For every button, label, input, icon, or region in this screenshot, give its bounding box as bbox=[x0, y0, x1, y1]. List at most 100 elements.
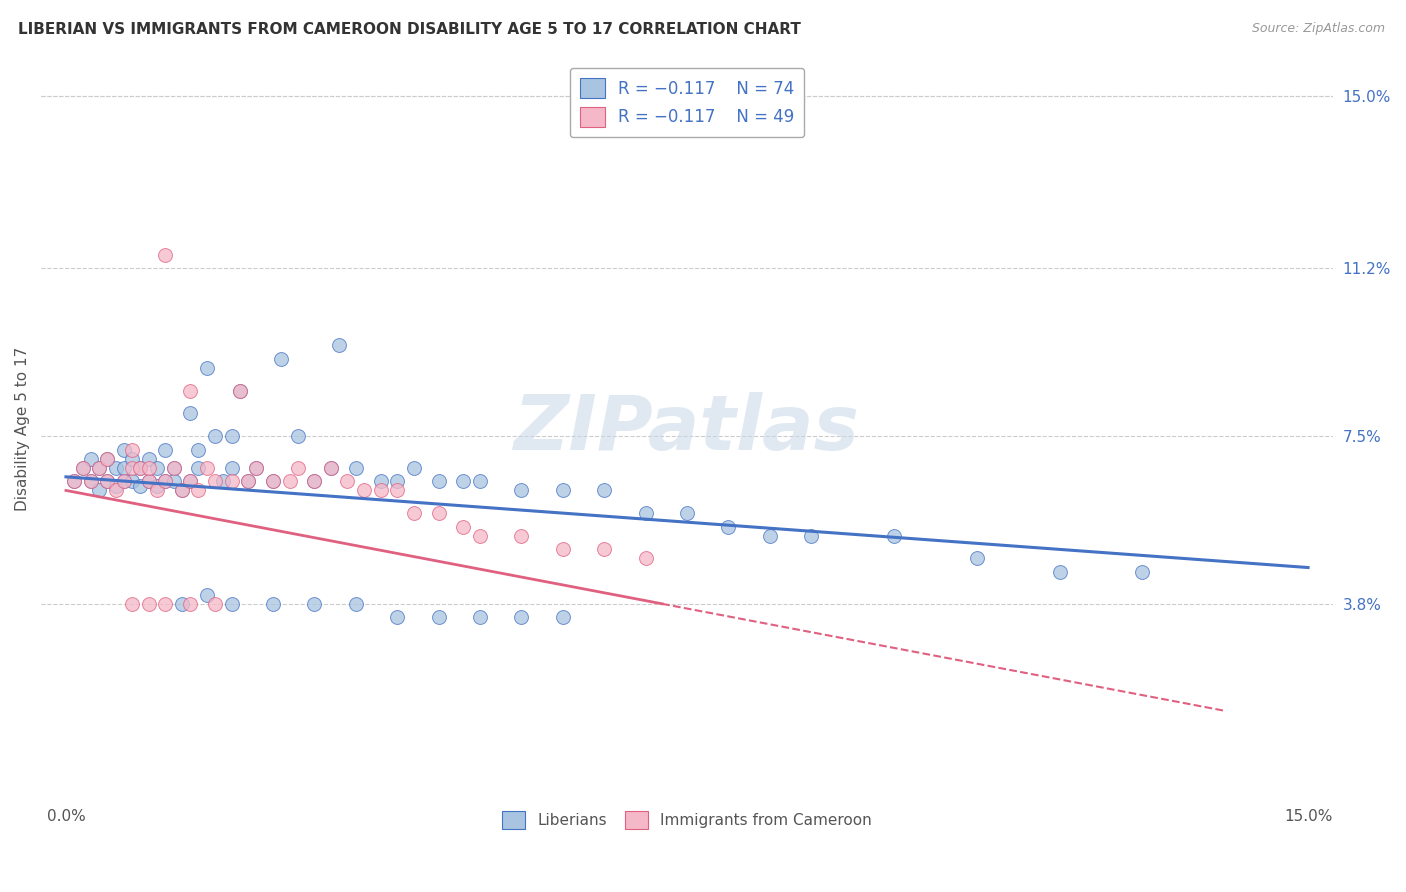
Point bbox=[353, 483, 375, 498]
Point bbox=[195, 460, 218, 475]
Point bbox=[104, 479, 127, 493]
Point bbox=[370, 475, 392, 489]
Point bbox=[453, 475, 475, 489]
Point bbox=[593, 542, 616, 557]
Point bbox=[304, 597, 326, 611]
Point bbox=[129, 460, 152, 475]
Point bbox=[112, 475, 135, 489]
Point bbox=[221, 429, 243, 443]
Point bbox=[236, 475, 259, 489]
Point bbox=[245, 460, 267, 475]
Point bbox=[162, 460, 184, 475]
Point bbox=[104, 460, 127, 475]
Point bbox=[510, 529, 533, 543]
Point bbox=[187, 442, 209, 457]
Point bbox=[146, 483, 169, 498]
Point bbox=[72, 460, 94, 475]
Point bbox=[427, 506, 450, 520]
Point bbox=[262, 475, 284, 489]
Point bbox=[204, 429, 226, 443]
Point bbox=[676, 506, 699, 520]
Point bbox=[96, 475, 118, 489]
Point bbox=[146, 479, 169, 493]
Point bbox=[287, 460, 309, 475]
Point bbox=[104, 483, 127, 498]
Point bbox=[468, 529, 491, 543]
Text: ZIPatlas: ZIPatlas bbox=[515, 392, 860, 467]
Point bbox=[112, 460, 135, 475]
Text: Source: ZipAtlas.com: Source: ZipAtlas.com bbox=[1251, 22, 1385, 36]
Point bbox=[717, 519, 740, 533]
Point bbox=[195, 588, 218, 602]
Point bbox=[385, 610, 408, 624]
Point bbox=[112, 442, 135, 457]
Point bbox=[510, 483, 533, 498]
Point bbox=[319, 460, 342, 475]
Point bbox=[155, 442, 177, 457]
Point bbox=[344, 597, 367, 611]
Point bbox=[966, 551, 988, 566]
Point bbox=[138, 460, 160, 475]
Point bbox=[593, 483, 616, 498]
Point bbox=[187, 460, 209, 475]
Point bbox=[121, 451, 143, 466]
Point bbox=[170, 597, 193, 611]
Point bbox=[336, 475, 359, 489]
Point bbox=[204, 475, 226, 489]
Point bbox=[270, 351, 292, 366]
Point bbox=[319, 460, 342, 475]
Point bbox=[427, 610, 450, 624]
Point bbox=[245, 460, 267, 475]
Point bbox=[170, 483, 193, 498]
Point bbox=[63, 475, 86, 489]
Point bbox=[402, 506, 425, 520]
Point bbox=[187, 483, 209, 498]
Point bbox=[138, 475, 160, 489]
Point bbox=[63, 475, 86, 489]
Point bbox=[87, 460, 110, 475]
Point bbox=[262, 475, 284, 489]
Point bbox=[221, 597, 243, 611]
Point bbox=[195, 361, 218, 376]
Point bbox=[155, 475, 177, 489]
Point bbox=[304, 475, 326, 489]
Point bbox=[1132, 565, 1154, 579]
Point bbox=[129, 479, 152, 493]
Point bbox=[121, 597, 143, 611]
Point bbox=[278, 475, 301, 489]
Point bbox=[212, 475, 235, 489]
Point bbox=[121, 460, 143, 475]
Point bbox=[370, 483, 392, 498]
Point bbox=[468, 610, 491, 624]
Point bbox=[385, 475, 408, 489]
Point bbox=[87, 460, 110, 475]
Point bbox=[96, 451, 118, 466]
Legend: Liberians, Immigrants from Cameroon: Liberians, Immigrants from Cameroon bbox=[496, 805, 879, 836]
Point bbox=[759, 529, 782, 543]
Point bbox=[72, 460, 94, 475]
Point bbox=[112, 475, 135, 489]
Point bbox=[204, 597, 226, 611]
Point bbox=[96, 475, 118, 489]
Point bbox=[883, 529, 905, 543]
Point bbox=[551, 483, 574, 498]
Point bbox=[138, 475, 160, 489]
Point bbox=[155, 597, 177, 611]
Point bbox=[179, 475, 201, 489]
Point bbox=[80, 451, 103, 466]
Point bbox=[179, 406, 201, 420]
Point bbox=[146, 460, 169, 475]
Point bbox=[129, 460, 152, 475]
Point bbox=[551, 610, 574, 624]
Point bbox=[634, 551, 657, 566]
Point bbox=[344, 460, 367, 475]
Point bbox=[138, 451, 160, 466]
Point bbox=[551, 542, 574, 557]
Point bbox=[80, 475, 103, 489]
Point bbox=[328, 338, 350, 352]
Point bbox=[138, 597, 160, 611]
Point bbox=[468, 475, 491, 489]
Point bbox=[121, 475, 143, 489]
Point bbox=[121, 442, 143, 457]
Text: LIBERIAN VS IMMIGRANTS FROM CAMEROON DISABILITY AGE 5 TO 17 CORRELATION CHART: LIBERIAN VS IMMIGRANTS FROM CAMEROON DIS… bbox=[18, 22, 801, 37]
